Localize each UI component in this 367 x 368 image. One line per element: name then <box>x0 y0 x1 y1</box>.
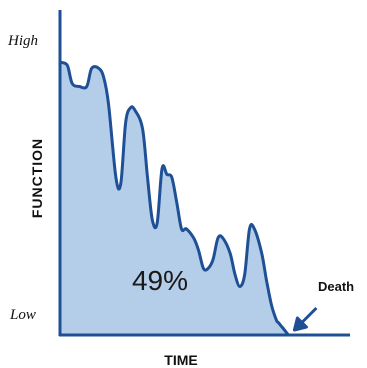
y-axis-title: FUNCTION <box>29 138 45 218</box>
function-curve-line <box>58 60 290 337</box>
death-arrow-icon <box>292 306 318 332</box>
remaining-percentage-label: 49% <box>132 265 188 296</box>
death-annotation-label: Death <box>318 279 354 294</box>
x-axis-title: TIME <box>164 352 197 368</box>
function-area-fill <box>60 62 289 336</box>
y-tick-high: High <box>7 33 38 49</box>
y-tick-low: Low <box>9 307 36 323</box>
